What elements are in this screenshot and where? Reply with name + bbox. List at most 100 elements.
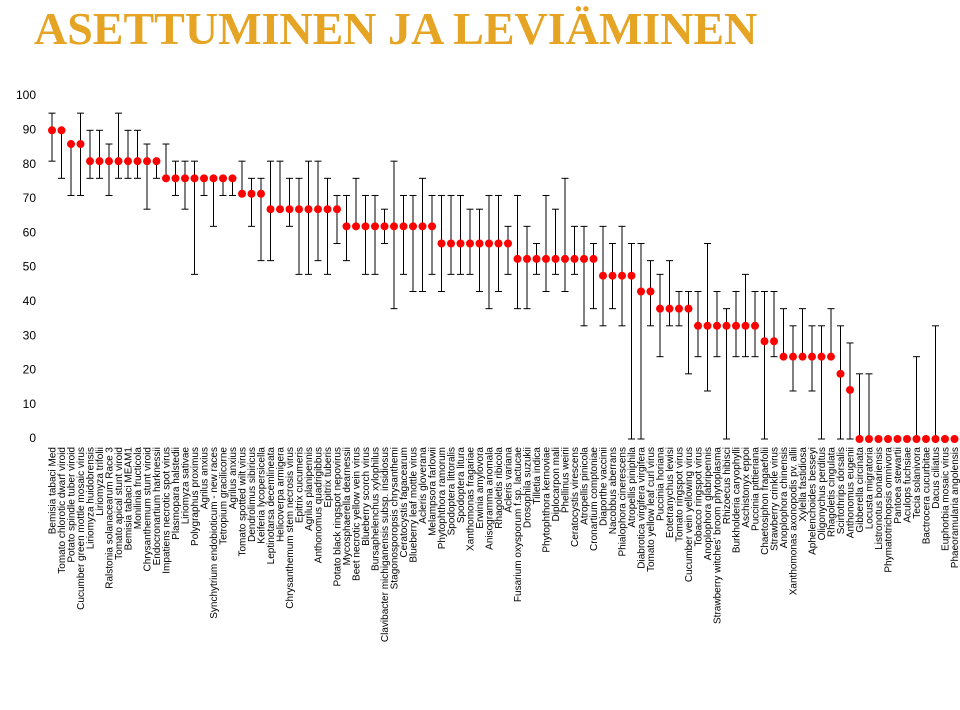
- data-point: [105, 157, 113, 166]
- data-point: [133, 157, 142, 166]
- data-point: [257, 189, 265, 198]
- x-tick-label: Epitrix cucumeris: [295, 447, 306, 523]
- data-point: [608, 271, 617, 280]
- data-point: [684, 304, 693, 313]
- data-point: [713, 321, 721, 330]
- y-tick-label: 70: [23, 191, 37, 205]
- y-tick-label: 60: [23, 225, 37, 239]
- data-point: [513, 254, 522, 263]
- x-tick-label: Phytophthora ramorum: [437, 447, 448, 549]
- data-point: [523, 254, 531, 263]
- x-tick-label: Cronartium comptoniae: [589, 447, 600, 551]
- x-tick-label: Strawberry crinkle virus: [770, 447, 781, 551]
- x-tick-label: Aschistonyx eppoi: [741, 447, 752, 528]
- data-point: [903, 435, 911, 443]
- data-point: [228, 174, 237, 183]
- x-tick-label: Bactrocera cucurbitae: [922, 447, 933, 545]
- x-tick-label: Potato black ringspot nepovirus: [333, 447, 344, 587]
- data-point: [67, 140, 75, 149]
- data-point: [475, 239, 484, 248]
- data-point: [95, 157, 104, 166]
- x-tick-label: Rhagoletis ribicola: [494, 447, 505, 529]
- x-tick-label: Scirtothrips dorsalis: [836, 447, 847, 534]
- data-point: [836, 369, 845, 378]
- x-tick-label: Dendrolimus sibiricus: [247, 447, 258, 542]
- data-point: [390, 222, 398, 231]
- x-tick-label: Phymatotrichopsis omnivora: [884, 447, 895, 573]
- data-point: [599, 271, 607, 280]
- data-point: [798, 352, 807, 361]
- x-tick-label: Xylella fastidiosa: [798, 447, 809, 522]
- x-tick-label: Monilinia fructicola: [133, 447, 144, 530]
- x-tick-label: Ralstonia solanacearum Race 3: [105, 447, 116, 589]
- data-point: [447, 239, 455, 248]
- x-tick-label: Spodoptera littoralis: [447, 447, 458, 535]
- x-tick-label: Ceratocystis fagacearum: [399, 447, 410, 558]
- x-tick-label: Anisogramma anomala: [485, 447, 496, 550]
- x-tick-label: Bursaphelenchus xylophilus: [371, 447, 382, 571]
- data-point: [428, 222, 436, 231]
- data-point: [931, 435, 940, 443]
- data-point: [371, 222, 379, 231]
- x-tick-label: Phialophora cinerescens: [618, 447, 629, 557]
- x-tick-label: Beet necrotic yellow vein virus: [352, 447, 363, 581]
- x-tick-label: Tecia solanivora: [912, 447, 923, 519]
- data-point: [485, 239, 493, 248]
- data-point: [304, 205, 313, 214]
- x-tick-label: Chaetosiphon fragaefolii: [760, 447, 771, 555]
- data-point: [561, 254, 569, 263]
- data-point: [912, 435, 921, 443]
- x-tick-label: Tomato yellow leaf curl virus: [646, 447, 657, 572]
- x-tick-label: Tomato chlorotic dwarf viroid: [57, 447, 68, 574]
- data-point: [247, 189, 256, 198]
- data-point: [580, 254, 588, 263]
- x-tick-label: Liriomyza sativae: [181, 447, 192, 525]
- data-point: [456, 239, 465, 248]
- x-tick-label: Blueberry leaf mottle virus: [409, 447, 420, 563]
- data-point: [171, 174, 180, 183]
- data-point: [846, 385, 854, 394]
- x-tick-label: Phellinus weirii: [561, 447, 572, 513]
- x-tick-label: Tobacco ringspot virus: [694, 447, 705, 547]
- x-tick-label: Rhizoecus hibisci: [722, 447, 733, 524]
- x-tick-label: Xanthomonas axonopodis pv. allii: [789, 447, 800, 595]
- x-tick-label: Anoplophora glabripennis: [703, 447, 714, 560]
- data-point: [618, 271, 626, 280]
- data-point: [865, 435, 873, 443]
- data-point: [76, 140, 85, 149]
- x-tick-label: Ceratocystis virescens: [570, 447, 581, 547]
- x-tick-label: Agrilus anxius: [200, 447, 211, 509]
- data-point: [323, 205, 332, 214]
- data-point: [694, 321, 702, 330]
- data-point: [209, 174, 218, 183]
- data-point: [181, 174, 189, 183]
- x-tick-label: Burkholderia caryophylli: [732, 447, 743, 553]
- data-point: [48, 126, 56, 135]
- x-tick-label: Bemisia tabaci MEAM1: [124, 447, 135, 551]
- data-point: [703, 321, 712, 330]
- data-point: [532, 254, 541, 263]
- data-point: [741, 321, 750, 330]
- x-tick-label: Synchytrium endobioticum - new races: [209, 447, 220, 619]
- data-point: [893, 435, 902, 443]
- y-tick-label: 40: [23, 294, 37, 308]
- x-tick-label: Acleris gloverana: [418, 447, 429, 524]
- x-tick-label: Phytophthora kernoviae: [542, 447, 553, 553]
- data-point: [637, 287, 645, 296]
- x-tick-label: Tomato ringspot virus: [675, 447, 686, 542]
- x-tick-label: Puccinia horiana: [656, 447, 667, 521]
- x-tick-label: Tilletia indica: [532, 447, 543, 505]
- y-tick-label: 50: [23, 260, 37, 274]
- x-tick-label: Endocronartium harknessii: [152, 447, 163, 565]
- y-tick-label: 30: [23, 328, 37, 342]
- data-point: [570, 254, 579, 263]
- x-tick-label: Impatiens necrotic spot virus: [162, 447, 173, 574]
- data-point: [675, 304, 683, 313]
- data-point: [551, 254, 560, 263]
- data-point: [770, 337, 778, 346]
- data-point: [285, 205, 294, 214]
- data-point: [361, 222, 370, 231]
- chart-title: ASETTUMINEN JA LEVIÄMINEN: [34, 3, 757, 54]
- x-tick-label: Plasmopara halstedii: [171, 447, 182, 540]
